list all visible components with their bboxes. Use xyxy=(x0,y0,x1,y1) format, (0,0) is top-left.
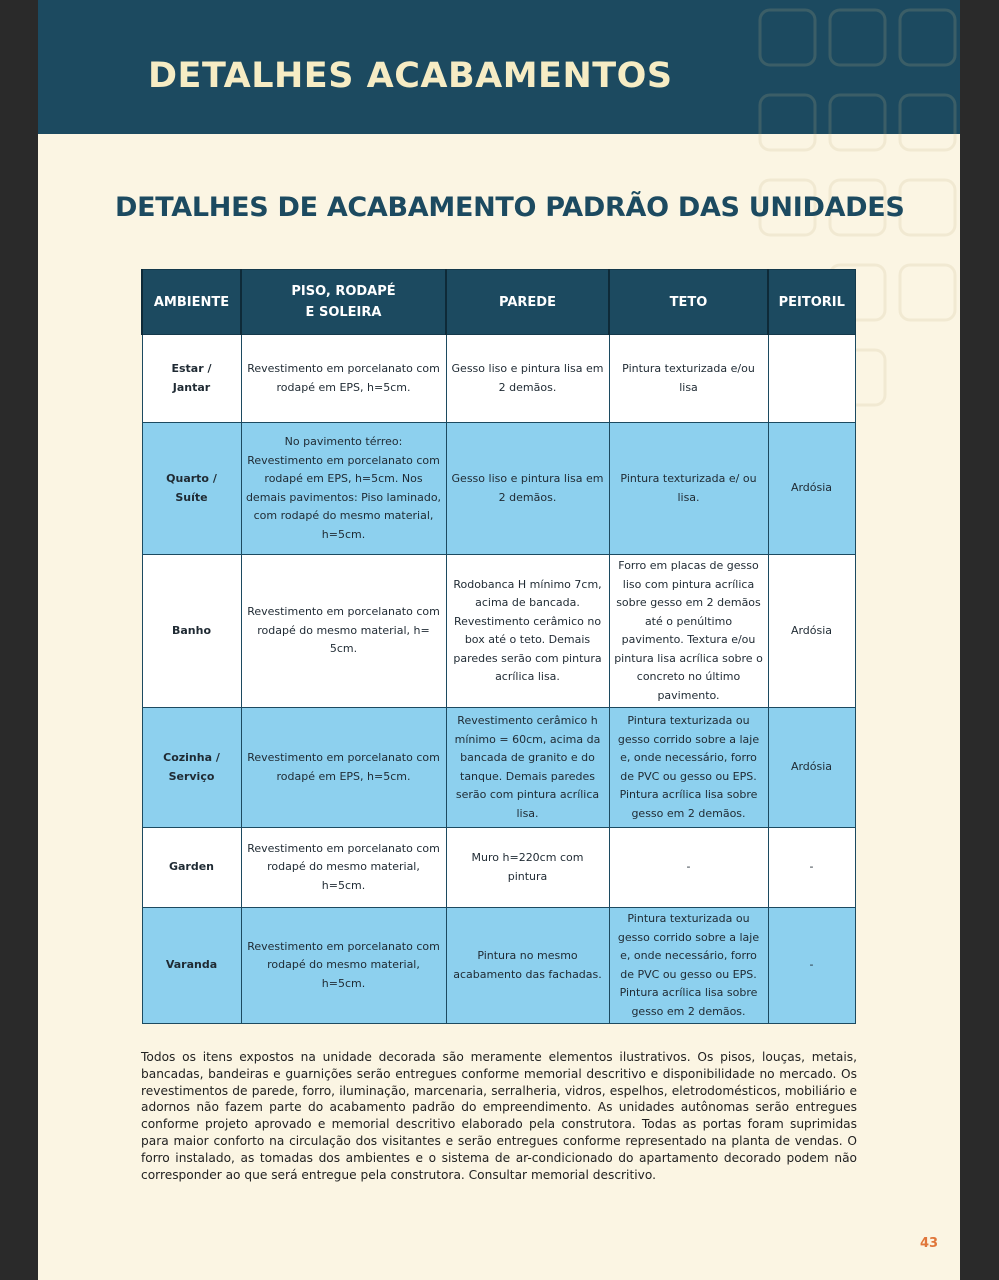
table-cell: Ardósia xyxy=(767,422,856,555)
ambiente-cell: Cozinha / Serviço xyxy=(141,707,242,828)
table-cell: Ardósia xyxy=(767,554,856,708)
column-header: PISO, RODAPÉ E SOLEIRA xyxy=(240,269,447,335)
ambiente-cell: Estar / Jantar xyxy=(141,334,242,423)
table-row: Quarto / Suíte No pavimento térreo: Reves… xyxy=(141,422,856,555)
table-cell xyxy=(767,334,856,423)
table-row: Varanda Revestimento em porcelanato com r… xyxy=(141,907,856,1024)
table-cell: Revestimento em porcelanato com rodapé d… xyxy=(240,554,447,708)
table-cell: Pintura texturizada ou gesso corrido sob… xyxy=(608,707,769,828)
table-row: Banho Revestimento em porcelanato com rod… xyxy=(141,554,856,708)
table-cell: Revestimento cerâmico h mínimo = 60cm, a… xyxy=(445,707,610,828)
ambiente-cell: Garden xyxy=(141,827,242,908)
table-cell: - xyxy=(608,827,769,908)
table-row: Garden Revestimento em porcelanato com ro… xyxy=(141,827,856,908)
document-page: DETALHES ACABAMENTOS DETALHES DE ACABAME… xyxy=(38,0,960,1280)
table-cell: Gesso liso e pintura lisa em 2 demãos. xyxy=(445,422,610,555)
table-cell: Revestimento em porcelanato com rodapé d… xyxy=(240,827,447,908)
header-band: DETALHES ACABAMENTOS xyxy=(38,0,960,134)
table-header-row: AMBIENTE PISO, RODAPÉ E SOLEIRA PAREDE T… xyxy=(141,269,856,335)
table-row: Cozinha / Serviço Revestimento em porcela… xyxy=(141,707,856,828)
table-cell: Pintura texturizada e/ ou lisa. xyxy=(608,422,769,555)
table-cell: Revestimento em porcelanato com rodapé e… xyxy=(240,707,447,828)
table-cell: Pintura texturizada e/ou lisa xyxy=(608,334,769,423)
ambiente-cell: Quarto / Suíte xyxy=(141,422,242,555)
page-number: 43 xyxy=(920,1236,939,1251)
section-title: DETALHES DE ACABAMENTO PADRÃO DAS UNIDAD… xyxy=(115,192,905,223)
table-cell: - xyxy=(767,907,856,1024)
column-header: TETO xyxy=(608,269,769,335)
table-cell: Ardósia xyxy=(767,707,856,828)
finishes-table: AMBIENTE PISO, RODAPÉ E SOLEIRA PAREDE T… xyxy=(141,269,856,1024)
column-header: PAREDE xyxy=(445,269,610,335)
ambiente-cell: Banho xyxy=(141,554,242,708)
table-cell: Gesso liso e pintura lisa em 2 demãos. xyxy=(445,334,610,423)
column-header: AMBIENTE xyxy=(141,269,242,335)
disclaimer-note: Todos os itens expostos na unidade decor… xyxy=(141,1050,857,1182)
column-header: PEITORIL xyxy=(767,269,856,335)
ambiente-cell: Varanda xyxy=(141,907,242,1024)
table-cell: Pintura texturizada ou gesso corrido sob… xyxy=(608,907,769,1024)
table-cell: Pintura no mesmo acabamento das fachadas… xyxy=(445,907,610,1024)
page-title: DETALHES ACABAMENTOS xyxy=(148,56,673,96)
decorative-pattern-icon xyxy=(758,8,957,407)
table-cell: No pavimento térreo: Revestimento em por… xyxy=(240,422,447,555)
table-cell: Muro h=220cm com pintura xyxy=(445,827,610,908)
table-row: Estar / Jantar Revestimento em porcelanat… xyxy=(141,334,856,423)
table-cell: Forro em placas de gesso liso com pintur… xyxy=(608,554,769,708)
table-cell: Revestimento em porcelanato com rodapé d… xyxy=(240,907,447,1024)
table-cell: Rodobanca H mínimo 7cm, acima de bancada… xyxy=(445,554,610,708)
table-cell: Revestimento em porcelanato com rodapé e… xyxy=(240,334,447,423)
table-cell: - xyxy=(767,827,856,908)
